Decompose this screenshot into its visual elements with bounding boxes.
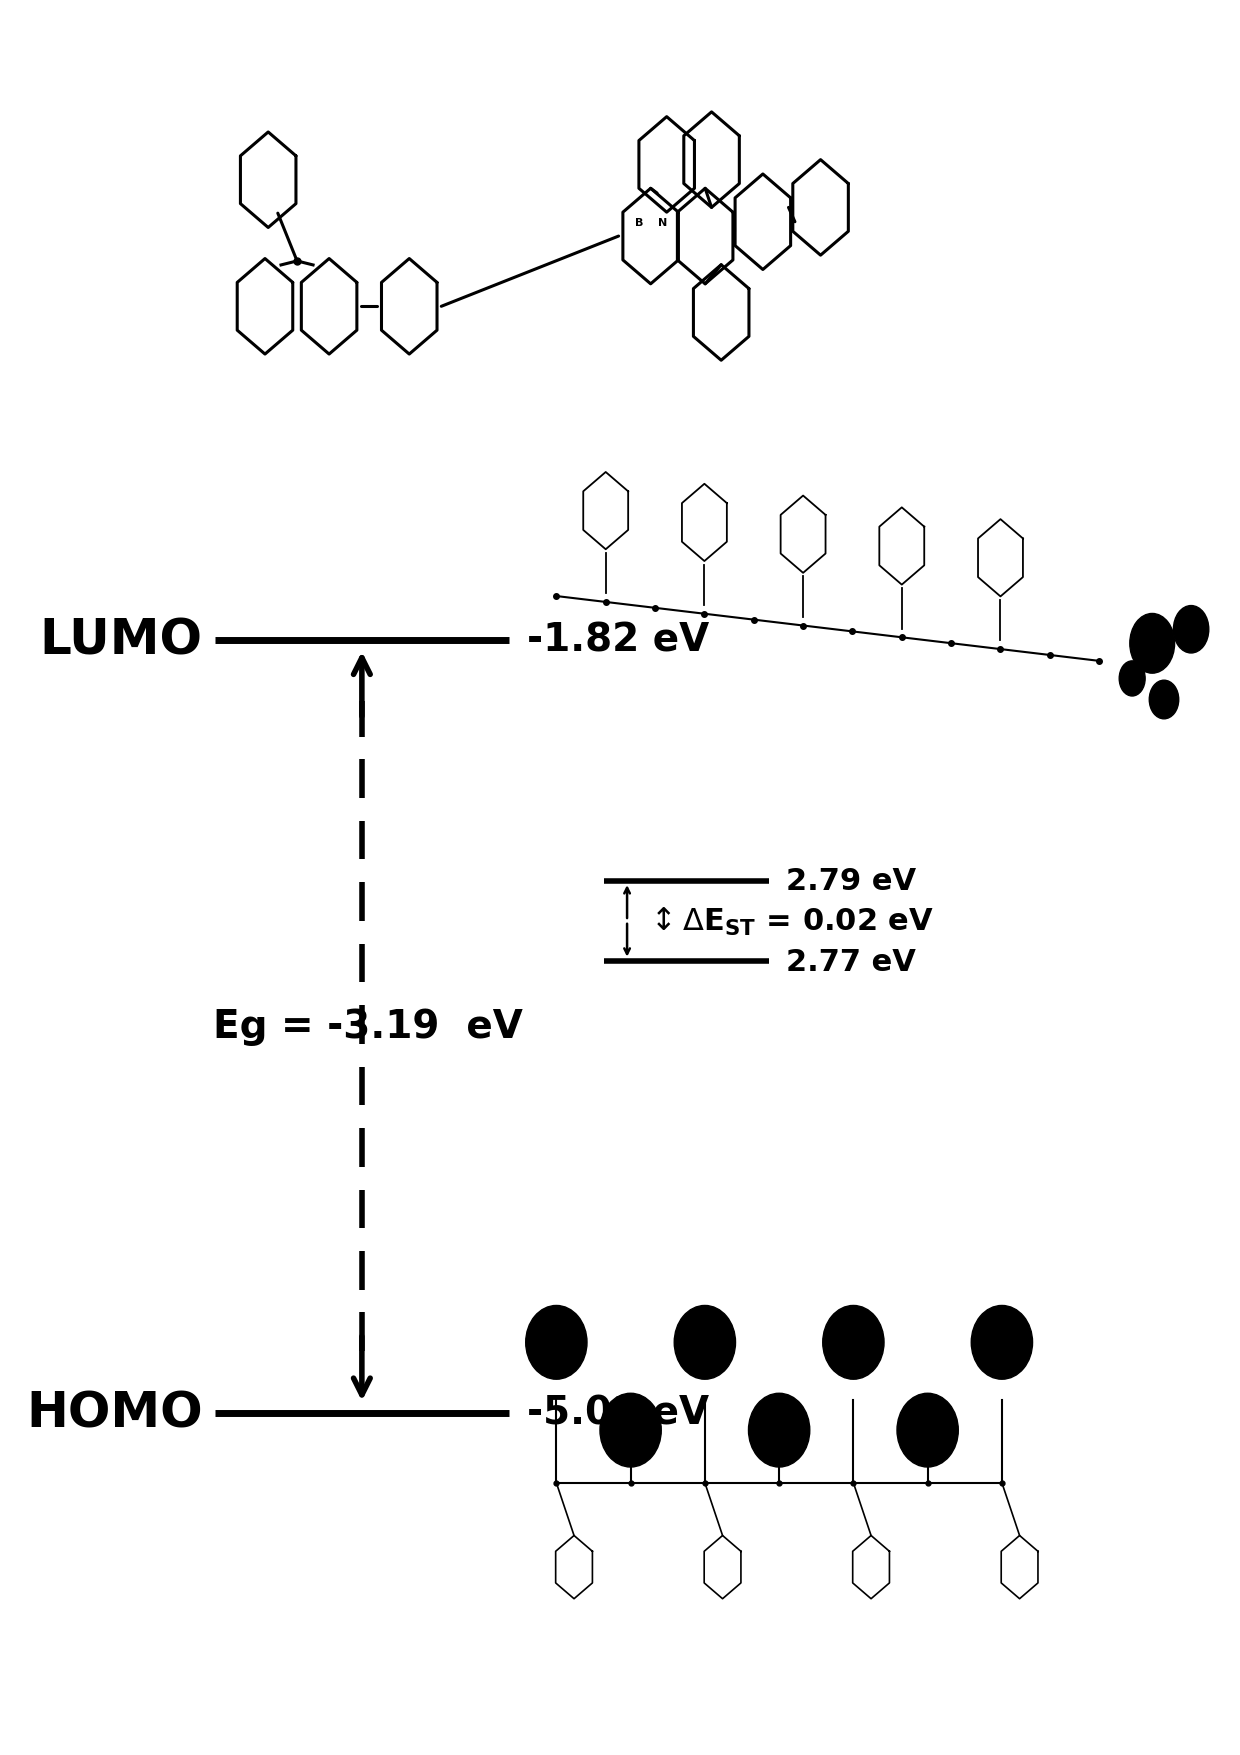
Text: 2.79 eV: 2.79 eV [786, 867, 916, 895]
Text: 2.77 eV: 2.77 eV [786, 948, 916, 976]
Ellipse shape [1173, 605, 1209, 653]
Ellipse shape [526, 1306, 587, 1379]
Text: -5.01 eV: -5.01 eV [527, 1393, 709, 1432]
Ellipse shape [897, 1393, 959, 1467]
Text: HOMO: HOMO [26, 1388, 203, 1437]
Text: N: N [657, 218, 667, 228]
Ellipse shape [971, 1306, 1033, 1379]
Text: LUMO: LUMO [40, 616, 203, 665]
Text: -1.82 eV: -1.82 eV [527, 621, 709, 660]
Ellipse shape [675, 1306, 735, 1379]
Ellipse shape [1120, 662, 1146, 697]
Ellipse shape [600, 1393, 661, 1467]
Ellipse shape [1130, 614, 1174, 674]
Ellipse shape [823, 1306, 884, 1379]
Ellipse shape [1149, 681, 1179, 720]
Text: B: B [635, 218, 644, 228]
Ellipse shape [749, 1393, 810, 1467]
Text: Eg = -3.19  eV: Eg = -3.19 eV [213, 1007, 523, 1046]
Text: $\updownarrow\Delta\mathbf{E}_{\mathbf{ST}}$ = 0.02 eV: $\updownarrow\Delta\mathbf{E}_{\mathbf{S… [645, 906, 934, 937]
